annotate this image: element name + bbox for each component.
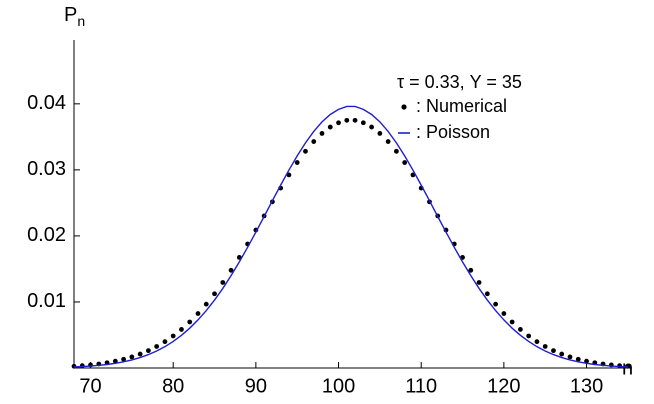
data-point [294,160,300,165]
legend-label: : Poisson [416,122,490,142]
data-point [121,356,126,362]
x-tick-label: 70 [79,375,101,397]
data-point [534,339,540,345]
data-point [303,148,308,154]
y-label-sub: n [77,13,85,29]
y-label-main: P [64,4,77,26]
data-point [352,117,358,123]
y-tick-label: 0.03 [27,158,66,180]
legend-marker [401,104,407,110]
data-point [501,311,507,316]
data-point [187,319,193,325]
data-point [311,139,317,144]
data-point [327,124,333,130]
data-point [228,267,234,273]
data-point [542,344,548,349]
x-tick-label: 120 [487,375,520,397]
x-tick-label: 80 [162,375,184,397]
data-line [73,105,628,368]
data-point [220,280,226,285]
y-tick-label: 0.04 [27,92,66,114]
data-point [154,344,160,349]
data-point [195,311,201,316]
data-point [493,301,498,307]
data-point [146,348,151,354]
data-point [319,131,325,136]
data-point [179,327,184,332]
data-point [476,280,482,285]
data-point [203,301,209,307]
data-point [559,351,565,357]
data-point [369,124,374,130]
data-point [518,327,523,332]
data-point [394,148,399,154]
annotation: τ = 0.33, Y = 35 [397,72,522,92]
data-point [468,267,474,273]
data-point [575,356,581,362]
data-point [336,120,341,126]
data-point [484,291,490,297]
data-point [526,333,532,339]
y-tick-label: 0.01 [27,290,66,312]
data-point [137,351,143,357]
data-point [385,139,391,144]
data-point [360,120,366,126]
data-point [344,117,350,123]
data-point [509,319,515,325]
data-point [567,354,573,360]
data-point [377,131,383,136]
x-tick-label: 130 [570,375,603,397]
x-tick-label: 90 [245,375,267,397]
y-axis-label: Pn [64,4,85,28]
data-point [162,339,168,345]
x-tick-label: 100 [322,375,355,397]
legend-label: : Numerical [416,96,507,116]
data-point [129,354,135,360]
data-point [212,291,217,297]
y-tick-label: 0.02 [27,224,66,246]
x-tick-label: 110 [405,375,437,397]
data-point [551,348,556,354]
data-point [402,160,408,165]
data-point [170,333,176,339]
